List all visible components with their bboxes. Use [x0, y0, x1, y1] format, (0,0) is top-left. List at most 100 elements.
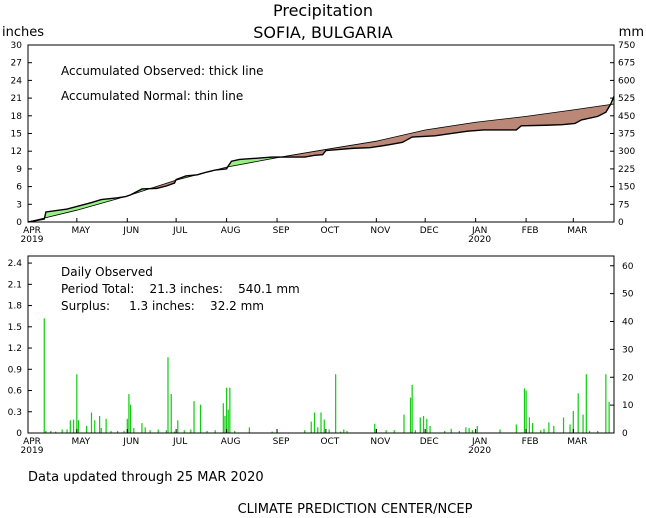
- top-right-tick-label-1: 75: [618, 200, 629, 210]
- top-month-label-3: JUL: [172, 226, 187, 236]
- chart-subtitle: SOFIA, BULGARIA: [253, 23, 393, 42]
- bottom-year-label-0: 2019: [21, 446, 44, 456]
- daily-bar-29: [170, 394, 172, 433]
- daily-bar-78: [523, 388, 526, 433]
- top-left-tick-label-4: 12: [11, 147, 22, 157]
- surplus-fill-12: [609, 96, 614, 106]
- accumulated-panel: inches mm Accumulated Observed: thick li…: [2, 25, 644, 245]
- daily-bar-0: [43, 318, 45, 433]
- daily-bar-22: [133, 428, 135, 433]
- top-right-tick-label-5: 375: [618, 130, 635, 140]
- daily-bar-30: [173, 431, 176, 433]
- daily-bar-85: [553, 425, 555, 433]
- top-left-tick-label-1: 3: [16, 200, 22, 210]
- legend-normal: Accumulated Normal: thin line: [61, 89, 243, 103]
- top-year-label-0: 2019: [21, 235, 44, 245]
- daily-bar-69: [444, 430, 446, 433]
- accumulated-axes: 0369121518212427300751502253003754505256…: [11, 41, 636, 245]
- daily-bar-70: [450, 428, 452, 433]
- daily-bar-73: [468, 428, 470, 433]
- daily-bar-79: [525, 390, 527, 433]
- daily-bar-16: [110, 430, 112, 433]
- daily-bar-50: [320, 412, 322, 433]
- daily-bar-1: [45, 430, 47, 433]
- daily-axes: 0 0.3 0.6 0.9 1.2 1.5 1.8 2.1 2.4 0 10 20 30 40 50 60 AP…: [8, 255, 634, 456]
- top-month-label-7: NOV: [370, 226, 391, 236]
- bottom-month-label-4: AUG: [221, 437, 241, 447]
- top-left-tick-label-7: 21: [11, 94, 22, 104]
- daily-bar-68: [429, 425, 431, 433]
- daily-bar-20: [128, 394, 130, 433]
- top-left-tick-label-10: 30: [11, 41, 23, 51]
- daily-bar-75: [476, 425, 478, 433]
- daily-bar-48: [313, 412, 316, 433]
- top-left-unit-label: inches: [2, 25, 44, 40]
- daily-bar-90: [582, 414, 584, 433]
- daily-bar-14: [100, 428, 102, 433]
- accumulated-lines: [27, 96, 615, 223]
- daily-bar-24: [144, 427, 146, 433]
- daily-bar-80: [528, 417, 530, 433]
- daily-bar-28: [167, 357, 169, 433]
- daily-bar-88: [572, 411, 574, 433]
- top-left-tick-label-5: 15: [11, 130, 22, 140]
- daily-bar-53: [335, 374, 337, 433]
- bottom-right-tick-label-1: 10: [622, 401, 634, 411]
- daily-bar-8: [76, 374, 78, 433]
- bottom-right-tick-label-6: 60: [622, 262, 634, 272]
- daily-bar-66: [422, 416, 425, 433]
- daily-bar-12: [94, 420, 96, 433]
- daily-bar-43: [234, 430, 236, 433]
- daily-bar-89: [577, 393, 579, 433]
- top-left-tick-label-8: 24: [11, 76, 23, 86]
- top-month-label-1: MAY: [71, 226, 90, 236]
- bottom-month-label-2: JUN: [122, 437, 139, 447]
- daily-bar-6: [69, 420, 71, 433]
- daily-bar-51: [323, 419, 325, 433]
- daily-bar-81: [532, 423, 534, 433]
- daily-bar-72: [465, 427, 467, 433]
- top-month-label-11: MAR: [567, 226, 587, 236]
- daily-bar-32: [183, 430, 185, 433]
- daily-bar-13: [99, 416, 101, 433]
- daily-bar-63: [411, 384, 413, 433]
- top-right-tick-label-6: 450: [618, 112, 635, 122]
- bottom-month-label-6: OCT: [320, 437, 339, 447]
- bottom-month-label-8: DEC: [420, 437, 439, 447]
- daily-bar-86: [562, 417, 565, 433]
- top-left-tick-label-3: 9: [16, 165, 22, 175]
- daily-bar-87: [569, 424, 571, 433]
- bottom-month-label-7: NOV: [370, 437, 391, 447]
- top-left-tick-label-0: 0: [16, 218, 22, 228]
- data-updated-note: Data updated through 25 MAR 2020: [28, 470, 264, 485]
- daily-bars: [43, 318, 610, 433]
- daily-bar-38: [222, 403, 224, 433]
- bottom-year-label-9: 2020: [468, 446, 491, 456]
- observed-line: [27, 96, 615, 223]
- daily-bar-95: [608, 401, 610, 433]
- top-right-unit-label: mm: [619, 25, 644, 40]
- daily-bar-92: [588, 430, 591, 433]
- daily-bar-17: [116, 430, 119, 433]
- daily-bar-23: [141, 423, 143, 433]
- bottom-month-label-9: JAN: [471, 437, 487, 447]
- bottom-right-tick-label-5: 50: [622, 290, 634, 300]
- daily-bar-2: [50, 430, 52, 433]
- top-month-label-10: FEB: [522, 226, 539, 236]
- accumulated-difference-fills: [28, 96, 614, 222]
- daily-bar-3: [55, 431, 57, 433]
- top-right-tick-label-7: 525: [618, 94, 635, 104]
- daily-bar-41: [227, 409, 229, 433]
- top-right-tick-label-10: 750: [618, 41, 635, 51]
- daily-bar-47: [310, 421, 312, 433]
- bottom-month-label-11: MAR: [567, 437, 587, 447]
- daily-bar-44: [248, 427, 250, 433]
- daily-bar-18: [123, 430, 125, 433]
- top-right-tick-label-0: 0: [618, 218, 624, 228]
- daily-heading: Daily Observed: [61, 265, 153, 279]
- top-left-tick-label-9: 27: [11, 59, 22, 69]
- daily-bar-36: [206, 430, 208, 433]
- bottom-left-tick-label-8: 2.4: [8, 259, 23, 269]
- bottom-left-tick-label-2: 0.6: [8, 387, 23, 397]
